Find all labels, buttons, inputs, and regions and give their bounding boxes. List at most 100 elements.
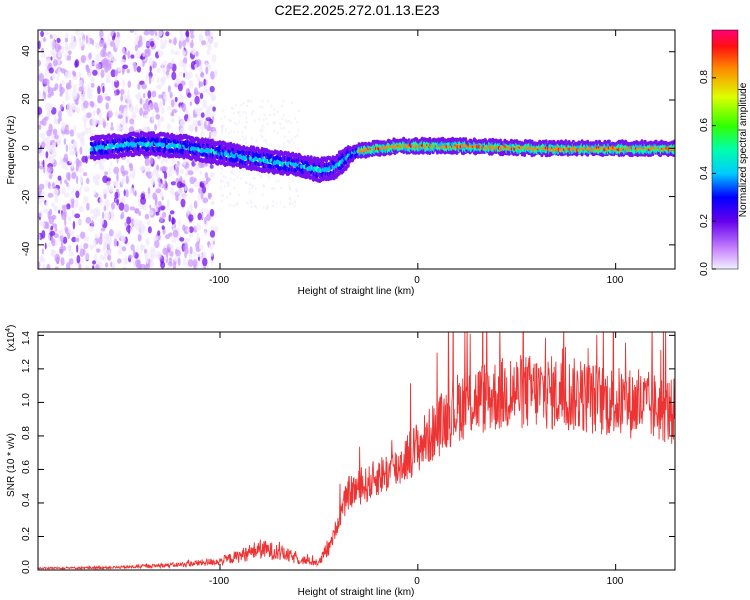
noise-blob xyxy=(138,35,143,43)
noise-blob xyxy=(229,177,232,181)
noise-blob xyxy=(233,186,236,190)
noise-blob xyxy=(275,201,278,205)
noise-blob xyxy=(258,117,261,121)
noise-blob xyxy=(273,108,276,111)
noise-blob xyxy=(144,213,150,220)
noise-blob xyxy=(134,44,139,52)
colorbar-label: Normalized spectral amplitude xyxy=(738,82,749,217)
noise-blob xyxy=(76,254,81,264)
noise-blob xyxy=(47,181,51,189)
noise-blob xyxy=(67,216,72,222)
noise-blob xyxy=(94,118,98,126)
noise-blob xyxy=(259,104,262,108)
noise-blob xyxy=(54,195,59,203)
noise-blob xyxy=(48,62,53,69)
noise-blob xyxy=(110,69,117,78)
noise-blob xyxy=(261,135,264,139)
noise-blob xyxy=(139,97,143,105)
noise-blob xyxy=(168,232,173,237)
noise-blob xyxy=(179,61,184,68)
noise-blob xyxy=(121,246,127,252)
noise-blob xyxy=(189,203,193,212)
noise-blob xyxy=(160,107,165,115)
noise-blob xyxy=(45,102,51,111)
noise-blob xyxy=(205,41,211,48)
noise-blob xyxy=(190,166,193,171)
noise-blob xyxy=(271,187,274,191)
noise-blob xyxy=(149,157,154,165)
noise-blob xyxy=(206,213,211,222)
noise-blob xyxy=(260,173,263,177)
noise-blob xyxy=(45,78,50,86)
noise-blob xyxy=(204,216,207,225)
noise-blob xyxy=(83,248,86,256)
noise-blob xyxy=(143,110,149,116)
colorbar-tick-label: 0.0 xyxy=(699,262,710,276)
noise-blob xyxy=(202,257,208,267)
noise-blob xyxy=(117,249,123,256)
noise-blob xyxy=(224,175,227,179)
noise-blob xyxy=(144,167,151,172)
noise-blob xyxy=(129,104,135,112)
noise-blob xyxy=(230,130,233,134)
noise-blob xyxy=(250,99,253,103)
noise-blob xyxy=(78,79,83,87)
noise-blob xyxy=(71,162,74,169)
noise-blob xyxy=(227,184,230,187)
noise-blob xyxy=(282,99,285,103)
noise-blob xyxy=(154,124,158,131)
noise-blob xyxy=(173,169,177,174)
noise-blob xyxy=(166,264,171,269)
noise-blob xyxy=(53,233,59,238)
noise-blob xyxy=(116,241,119,247)
noise-blob xyxy=(123,257,129,266)
noise-blob xyxy=(111,80,114,87)
y-multiplier-exponent: 4 xyxy=(5,328,12,332)
noise-blob xyxy=(49,208,53,216)
noise-blob xyxy=(202,88,208,93)
snr-line xyxy=(38,332,675,570)
noise-blob xyxy=(185,72,190,81)
noise-blob xyxy=(210,201,215,206)
noise-blob xyxy=(282,113,285,117)
noise-blob xyxy=(59,246,64,255)
noise-blob xyxy=(296,134,299,137)
noise-blob xyxy=(212,116,215,121)
noise-blob xyxy=(267,176,270,180)
noise-blob xyxy=(72,143,76,149)
noise-blob xyxy=(103,193,107,200)
noise-blob xyxy=(149,259,154,268)
noise-blob xyxy=(104,171,108,176)
noise-blob xyxy=(190,34,195,39)
noise-blob xyxy=(198,81,204,87)
noise-blob xyxy=(125,175,129,185)
noise-blob xyxy=(149,204,152,209)
noise-blob xyxy=(88,225,94,232)
noise-blob xyxy=(186,247,189,254)
noise-blob xyxy=(210,225,214,231)
noise-blob xyxy=(265,138,268,142)
noise-blob xyxy=(54,240,58,247)
noise-blob xyxy=(145,171,149,177)
noise-blob xyxy=(120,177,125,186)
noise-blob xyxy=(179,119,186,127)
noise-blob xyxy=(120,94,124,102)
noise-blob xyxy=(162,98,166,106)
noise-blob xyxy=(90,76,95,82)
noise-blob xyxy=(232,171,235,175)
noise-blob xyxy=(54,226,58,232)
noise-blob xyxy=(187,258,194,267)
noise-blob xyxy=(177,78,180,86)
noise-blob xyxy=(89,59,93,69)
noise-blob xyxy=(187,92,192,98)
noise-blob xyxy=(68,79,72,85)
noise-blob xyxy=(291,202,294,206)
noise-blob xyxy=(156,67,161,74)
noise-blob xyxy=(249,187,252,191)
noise-blob xyxy=(87,38,91,46)
noise-blob xyxy=(127,98,133,105)
noise-blob xyxy=(199,170,202,175)
noise-blob xyxy=(237,130,239,134)
snr-ticks xyxy=(38,332,675,571)
noise-blob xyxy=(288,201,291,205)
